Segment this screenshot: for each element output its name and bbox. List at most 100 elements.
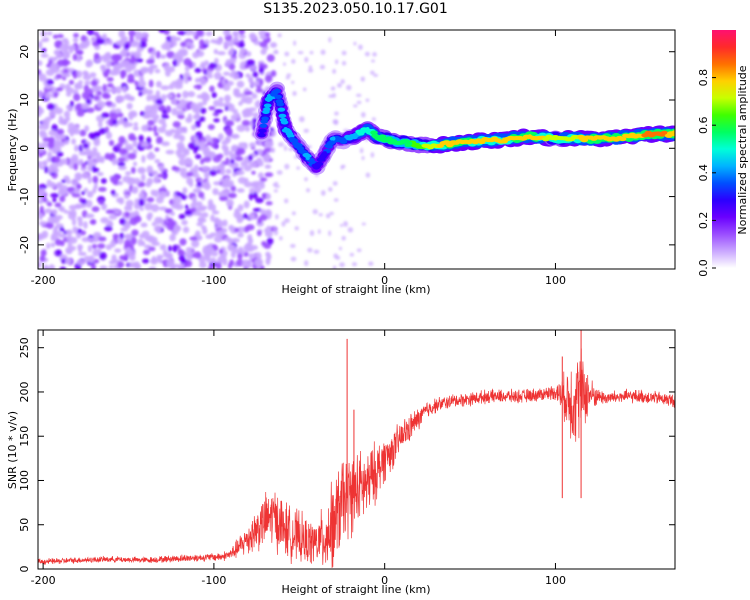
noise-speckle [332, 68, 337, 74]
noise-speckle [343, 220, 349, 227]
noise-speckle [360, 111, 366, 118]
snr-x-tick-label: 100 [545, 574, 566, 587]
signal-point [476, 139, 481, 144]
noise-speckle [141, 142, 149, 148]
signal-blob [258, 128, 267, 133]
snr-x-tick-label: -100 [201, 574, 226, 587]
noise-speckle [233, 247, 239, 254]
noise-speckle [46, 31, 53, 36]
noise-speckle [186, 177, 194, 186]
noise-speckle [333, 198, 339, 202]
noise-speckle [46, 79, 54, 86]
noise-speckle [108, 39, 113, 46]
noise-speckle [184, 210, 192, 216]
noise-speckle [141, 32, 148, 38]
noise-speckle [319, 64, 326, 70]
noise-speckle [75, 70, 83, 79]
noise-speckle [178, 50, 186, 58]
noise-speckle [98, 186, 107, 192]
noise-speckle [223, 40, 230, 49]
spectrogram-x-tick-label: -200 [31, 274, 56, 287]
noise-speckle [211, 92, 217, 99]
noise-speckle [303, 128, 310, 133]
noise-speckle [77, 50, 84, 56]
noise-speckle [69, 157, 79, 163]
noise-speckle [97, 236, 107, 242]
noise-speckle [38, 212, 44, 218]
noise-speckle [182, 226, 190, 234]
noise-speckle [73, 163, 79, 171]
spectrogram-x-tick-label: 0 [381, 274, 388, 287]
noise-speckle [185, 247, 193, 252]
noise-speckle [351, 262, 358, 267]
noise-speckle [260, 48, 267, 55]
noise-speckle [259, 35, 268, 40]
noise-speckle [100, 178, 107, 184]
noise-speckle [67, 240, 73, 249]
noise-speckle [154, 147, 160, 152]
noise-speckle [255, 88, 263, 93]
noise-speckle [307, 68, 314, 73]
noise-speckle [124, 211, 130, 218]
noise-speckle [332, 119, 338, 125]
noise-speckle [327, 187, 333, 192]
noise-speckle [125, 199, 134, 208]
noise-speckle [130, 166, 136, 174]
noise-speckle [129, 262, 136, 269]
noise-speckle [54, 215, 63, 220]
noise-speckle [243, 90, 253, 96]
noise-speckle [211, 244, 218, 249]
noise-speckle [114, 210, 121, 215]
noise-speckle [40, 53, 49, 58]
noise-speckle [158, 206, 168, 211]
noise-speckle [245, 51, 252, 57]
noise-speckle [41, 230, 49, 239]
noise-speckle [304, 56, 309, 63]
noise-speckle [138, 91, 143, 97]
noise-speckle [133, 161, 138, 167]
noise-speckle [200, 61, 205, 68]
noise-speckle [91, 206, 100, 213]
signal-point [374, 134, 379, 139]
noise-speckle [77, 220, 84, 227]
snr-y-ticks: 0 50 100 150 200 250 [18, 337, 675, 573]
noise-speckle [96, 100, 106, 109]
noise-speckle [255, 197, 264, 204]
noise-speckle [118, 165, 127, 171]
snr-panel: -200 -100 0 100 0 50 100 150 200 250 Height of s… [6, 329, 676, 596]
noise-speckle [251, 182, 259, 188]
noise-speckle [140, 173, 146, 182]
noise-speckle [243, 244, 252, 252]
noise-speckle [77, 244, 84, 250]
noise-speckle [78, 159, 84, 164]
noise-speckle [98, 127, 107, 135]
noise-speckle [150, 204, 160, 212]
noise-speckle [101, 92, 109, 99]
noise-speckle [221, 140, 229, 146]
noise-speckle [39, 255, 46, 262]
signal-point [450, 141, 455, 146]
noise-speckle [51, 67, 60, 74]
noise-speckle [211, 250, 219, 257]
noise-speckle [206, 151, 216, 159]
noise-speckle [297, 50, 304, 55]
noise-speckle [179, 238, 187, 246]
noise-speckle [73, 188, 81, 194]
noise-speckle [162, 249, 168, 257]
noise-speckle [370, 152, 375, 158]
spectrogram-frame [37, 29, 676, 270]
noise-speckle [172, 244, 178, 253]
noise-speckle [83, 143, 89, 149]
noise-speckle [294, 226, 299, 231]
noise-speckle [198, 76, 203, 82]
noise-speckle [284, 218, 290, 224]
noise-speckle [184, 250, 193, 258]
noise-speckle [121, 60, 131, 69]
noise-speckle [146, 165, 154, 174]
noise-speckle [213, 48, 219, 55]
spectrogram-x-tick-label: 100 [545, 274, 566, 287]
noise-speckle [38, 233, 42, 242]
noise-speckle [59, 226, 65, 232]
